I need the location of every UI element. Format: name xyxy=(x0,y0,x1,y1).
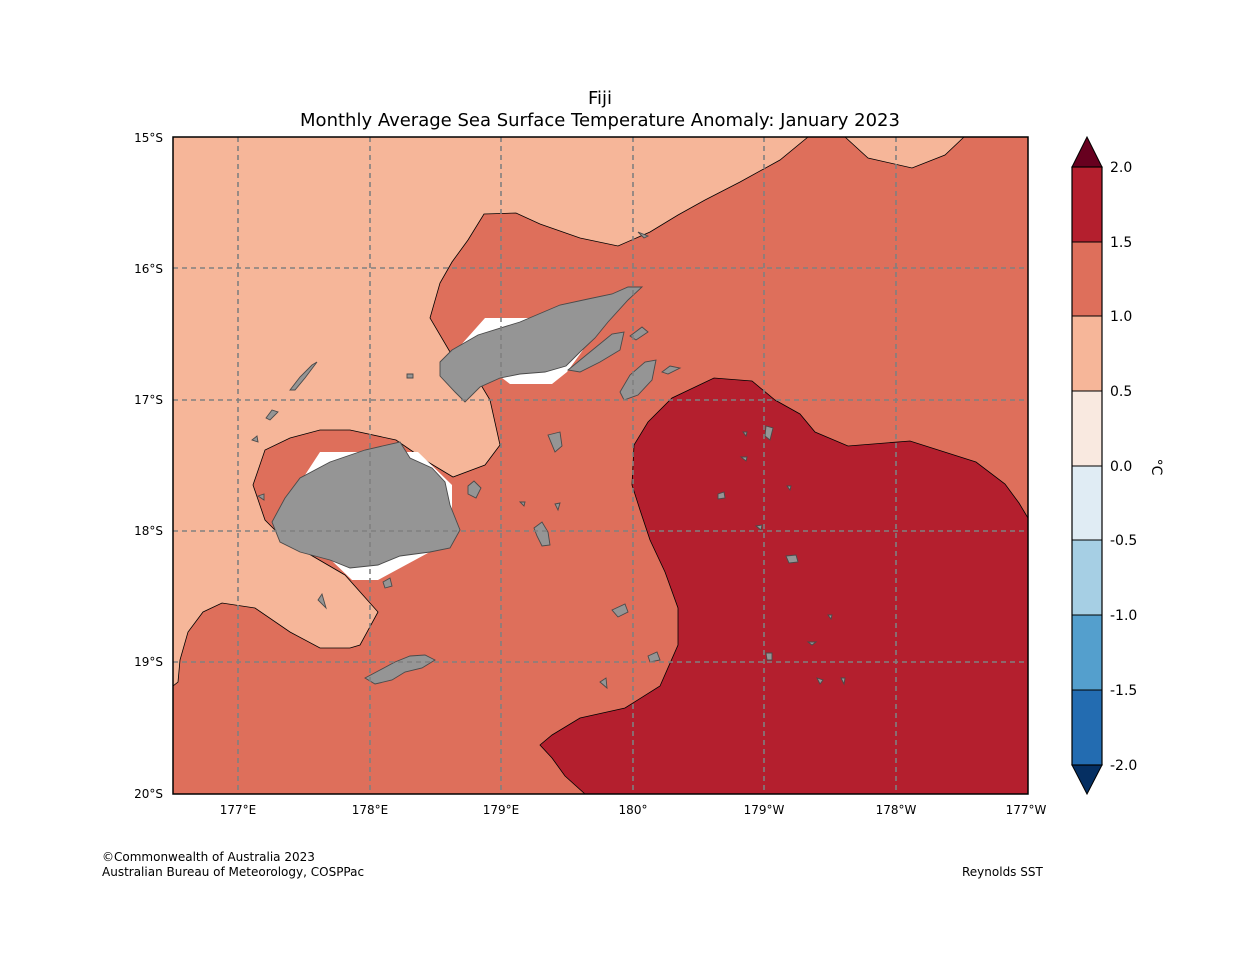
lat-label: 15°S xyxy=(134,131,163,145)
colorbar-bin xyxy=(1072,167,1102,242)
colorbar-tick-label: 0.5 xyxy=(1110,384,1132,400)
island-gau xyxy=(533,521,551,547)
island-small xyxy=(785,554,799,564)
island-small xyxy=(816,677,824,685)
colorbar-tick-label: 1.0 xyxy=(1110,309,1132,325)
island-small xyxy=(637,231,650,239)
island-viti-levu xyxy=(271,441,461,569)
colorbar-dividers xyxy=(1072,241,1102,691)
lon-label: 180° xyxy=(619,803,648,817)
lon-label: 179°W xyxy=(744,803,785,817)
colorbar-tick-label: 1.5 xyxy=(1110,235,1132,251)
lon-label: 177°W xyxy=(1006,803,1047,817)
footer-credits: ©Commonwealth of Australia 2023 Australi… xyxy=(102,850,364,880)
colorbar-frame xyxy=(1071,166,1103,766)
lon-label: 178°E xyxy=(352,803,389,817)
colorbar-bin xyxy=(1072,391,1102,466)
latitude-labels: 15°S 16°S 17°S 18°S 19°S 20°S xyxy=(134,131,163,801)
colorbar-tick-label: -2.0 xyxy=(1110,758,1137,774)
island-small xyxy=(661,365,682,375)
colorbar-extend-high xyxy=(1071,135,1103,168)
island-small xyxy=(265,409,279,421)
island-small xyxy=(251,435,259,443)
lat-label: 20°S xyxy=(134,787,163,801)
anomaly-region-1-5-2-0 xyxy=(539,377,1028,794)
island-small xyxy=(742,431,748,438)
island-small xyxy=(717,491,726,500)
island-small xyxy=(739,456,748,462)
island-small xyxy=(647,651,661,663)
lat-label: 17°S xyxy=(134,393,163,407)
colorbar-tick-label: -1.0 xyxy=(1110,608,1137,624)
colorbar-bin xyxy=(1072,615,1102,690)
map-area xyxy=(173,137,1028,794)
island-small xyxy=(518,501,526,507)
data-source-text: Reynolds SST xyxy=(962,865,1043,879)
island-small xyxy=(599,677,608,690)
island-small xyxy=(765,652,773,661)
colorbar-tick-label: 2.0 xyxy=(1110,160,1132,176)
lon-label: 178°W xyxy=(876,803,917,817)
island-small xyxy=(827,614,833,621)
map-frame xyxy=(172,136,1029,795)
colorbar-tick-label: -0.5 xyxy=(1110,533,1137,549)
island-small xyxy=(382,577,393,589)
colorbar: 2.0 1.5 1.0 0.5 0.0 -0.5 -1.0 -1.5 -2.0 … xyxy=(1071,135,1164,796)
island-small xyxy=(754,524,763,531)
map-title: Fiji xyxy=(587,88,613,109)
graticule xyxy=(173,137,1028,794)
island-small xyxy=(806,641,818,646)
map-subtitle: Monthly Average Sea Surface Temperature … xyxy=(300,110,900,131)
island-koro xyxy=(547,431,563,453)
colorbar-extend-low xyxy=(1071,764,1103,796)
island-yasawa xyxy=(289,361,318,391)
lat-label: 18°S xyxy=(134,524,163,538)
land xyxy=(251,231,846,690)
colorbar-bin xyxy=(1072,316,1102,391)
colorbar-bin xyxy=(1072,690,1102,765)
island-small xyxy=(786,485,792,492)
lat-label: 16°S xyxy=(134,262,163,276)
agency-text: Australian Bureau of Meteorology, COSPPa… xyxy=(102,865,365,879)
colorbar-bin xyxy=(1072,242,1102,316)
colorbar-unit-label: °C xyxy=(1148,459,1164,476)
colorbar-bin xyxy=(1072,466,1102,540)
colorbar-bin xyxy=(1072,540,1102,615)
lon-label: 177°E xyxy=(220,803,257,817)
lon-label: 179°E xyxy=(483,803,520,817)
island-small xyxy=(840,677,846,686)
lat-label: 19°S xyxy=(134,655,163,669)
island-small xyxy=(554,502,561,512)
island-ovalau xyxy=(467,480,482,499)
island-vanua-balavu xyxy=(629,326,649,341)
island-taveuni xyxy=(566,331,625,373)
island-small xyxy=(764,425,774,441)
island-small xyxy=(317,592,327,610)
island-vanua-levu xyxy=(439,286,644,403)
copyright-text: ©Commonwealth of Australia 2023 xyxy=(102,850,315,864)
island-small xyxy=(256,493,265,501)
island-small xyxy=(611,603,629,618)
island-small xyxy=(406,373,414,379)
colorbar-tick-label: 0.0 xyxy=(1110,459,1132,475)
colorbar-tick-label: -1.5 xyxy=(1110,683,1137,699)
longitude-labels: 177°E 178°E 179°E 180° 179°W 178°W 177°W xyxy=(220,803,1047,817)
